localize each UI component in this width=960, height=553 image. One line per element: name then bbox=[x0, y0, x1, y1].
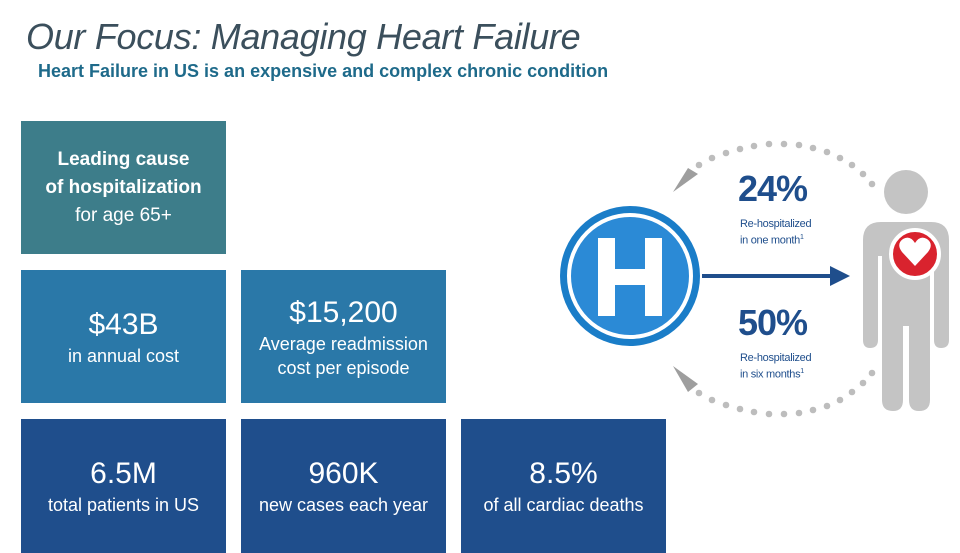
tile-patients-value: 6.5M bbox=[90, 456, 157, 490]
page-title: Our Focus: Managing Heart Failure bbox=[26, 16, 581, 57]
stat-six-months-label: Re-hospitalized in six months1 bbox=[740, 351, 812, 382]
person-icon bbox=[863, 170, 949, 411]
tile-annual-cost: $43B in annual cost bbox=[21, 270, 226, 403]
stat-six-months-value: 50% bbox=[738, 302, 808, 343]
tile-cardiac-deaths-label: of all cardiac deaths bbox=[483, 494, 644, 515]
tile-cardiac-deaths-value: 8.5% bbox=[529, 456, 598, 490]
page-subtitle: Heart Failure in US is an expensive and … bbox=[38, 61, 609, 81]
stat-one-month-label: Re-hospitalized in one month1 bbox=[740, 217, 812, 248]
tile-cardiac-deaths: 8.5% of all cardiac deaths bbox=[461, 419, 666, 553]
lower-dotted-arc bbox=[695, 369, 876, 418]
stat-six-months-label-line2: in six months bbox=[740, 368, 801, 381]
stat-one-month-footnote: 1 bbox=[800, 234, 804, 241]
circular-arrow-icon bbox=[560, 140, 949, 418]
stat-six-months-label-line1: Re-hospitalized bbox=[740, 352, 812, 364]
tile-new-cases: 960K new cases each year bbox=[241, 419, 446, 553]
tile-readmission: $15,200 Average readmission cost per epi… bbox=[241, 270, 446, 403]
hospital-icon bbox=[560, 206, 700, 346]
tile-hospitalization-line2: of hospitalization bbox=[45, 176, 202, 198]
stat-six-months-footnote: 1 bbox=[800, 368, 804, 375]
tile-annual-cost-label: in annual cost bbox=[67, 345, 180, 366]
arrow-right-icon bbox=[702, 266, 850, 286]
stat-one-month-value: 24% bbox=[738, 168, 808, 209]
lower-arrowhead bbox=[673, 366, 698, 392]
heart-icon bbox=[889, 228, 941, 280]
tile-readmission-label-line1: Average readmission bbox=[259, 333, 428, 354]
tile-new-cases-label: new cases each year bbox=[258, 494, 429, 515]
stat-one-month-label-line2: in one month bbox=[740, 234, 800, 247]
tile-hospitalization: Leading cause of hospitalization for age… bbox=[21, 121, 226, 254]
upper-arrowhead bbox=[673, 168, 698, 192]
tile-annual-cost-value: $43B bbox=[88, 307, 159, 341]
upper-dotted-arc bbox=[695, 140, 876, 188]
tile-readmission-label-line2: cost per episode bbox=[277, 357, 410, 378]
tile-hospitalization-line3: for age 65+ bbox=[75, 204, 172, 226]
stat-one-month-label-line1: Re-hospitalized bbox=[740, 218, 812, 230]
tile-hospitalization-line1: Leading cause bbox=[57, 148, 190, 170]
rehospitalization-graphic: 24% Re-hospitalized in one month1 50% Re… bbox=[550, 130, 960, 430]
tile-new-cases-value: 960K bbox=[308, 456, 379, 490]
tile-patients-label: total patients in US bbox=[47, 494, 200, 515]
tile-patients: 6.5M total patients in US bbox=[21, 419, 226, 553]
tile-readmission-value: $15,200 bbox=[289, 295, 398, 329]
